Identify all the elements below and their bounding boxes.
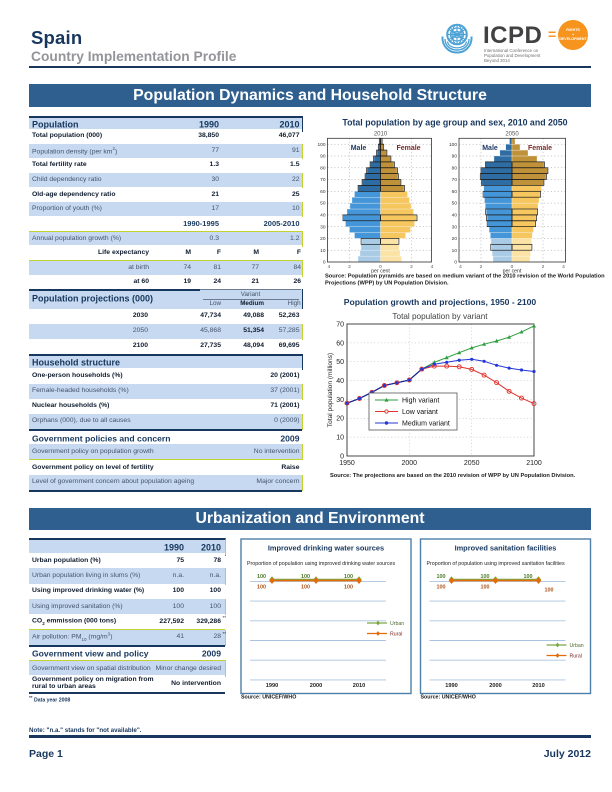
svg-text:Proportion of population using: Proportion of population using improved … xyxy=(427,561,565,567)
svg-text:4: 4 xyxy=(431,264,434,270)
svg-text:Proportion of population using: Proportion of population using improved … xyxy=(247,561,395,567)
svg-text:0: 0 xyxy=(511,264,514,270)
svg-text:4: 4 xyxy=(459,264,462,270)
svg-text:4: 4 xyxy=(562,264,565,270)
svg-text:40: 40 xyxy=(336,378,344,385)
svg-text:0: 0 xyxy=(340,453,344,460)
svg-text:2: 2 xyxy=(542,264,545,270)
svg-text:60: 60 xyxy=(320,189,326,195)
svg-text:1990: 1990 xyxy=(266,683,278,689)
svg-text:2010: 2010 xyxy=(353,683,365,689)
svg-text:30: 30 xyxy=(336,397,344,404)
svg-text:2000: 2000 xyxy=(310,683,322,689)
svg-text:Urban: Urban xyxy=(570,643,584,649)
svg-text:100: 100 xyxy=(481,574,490,580)
svg-text:50: 50 xyxy=(336,359,344,366)
svg-text:2: 2 xyxy=(410,264,413,270)
svg-text:100: 100 xyxy=(301,585,310,591)
svg-text:100: 100 xyxy=(301,574,310,580)
svg-text:100: 100 xyxy=(257,585,266,591)
svg-text:40: 40 xyxy=(452,213,458,219)
svg-text:Total population (millions): Total population (millions) xyxy=(327,353,334,427)
svg-text:2100: 2100 xyxy=(526,460,542,467)
svg-text:2: 2 xyxy=(480,264,483,270)
svg-text:100: 100 xyxy=(449,142,457,148)
svg-text:90: 90 xyxy=(452,154,458,160)
svg-text:60: 60 xyxy=(336,340,344,347)
svg-text:Improved sanitation facilities: Improved sanitation facilities xyxy=(455,544,557,553)
svg-text:60: 60 xyxy=(452,189,458,195)
svg-text:20: 20 xyxy=(320,236,326,242)
svg-text:Rural: Rural xyxy=(570,654,582,660)
svg-text:2000: 2000 xyxy=(402,460,418,467)
svg-text:Total population by age group: Total population by age group and sex, 2… xyxy=(342,118,567,128)
svg-text:100: 100 xyxy=(437,574,446,580)
svg-text:20: 20 xyxy=(452,236,458,242)
svg-text:Female: Female xyxy=(396,145,420,152)
svg-text:50: 50 xyxy=(320,201,326,207)
svg-text:0: 0 xyxy=(454,260,457,266)
svg-text:10: 10 xyxy=(336,435,344,442)
svg-text:2050: 2050 xyxy=(464,460,480,467)
svg-text:per cent: per cent xyxy=(503,269,522,275)
svg-text:100: 100 xyxy=(524,574,533,580)
svg-text:100: 100 xyxy=(481,585,490,591)
svg-text:Source: The projections are ba: Source: The projections are based on the… xyxy=(330,473,576,479)
svg-text:80: 80 xyxy=(320,165,326,171)
svg-text:Male: Male xyxy=(482,145,498,152)
svg-text:0: 0 xyxy=(323,260,326,266)
svg-text:100: 100 xyxy=(437,585,446,591)
svg-text:0: 0 xyxy=(379,264,382,270)
svg-text:100: 100 xyxy=(545,588,554,594)
svg-text:1990: 1990 xyxy=(445,683,457,689)
svg-text:70: 70 xyxy=(320,177,326,183)
svg-text:4: 4 xyxy=(328,264,331,270)
svg-text:Source: Population pyramids ar: Source: Population pyramids are based on… xyxy=(325,274,605,280)
svg-text:40: 40 xyxy=(320,213,326,219)
svg-text:per cent: per cent xyxy=(371,269,390,275)
svg-text:90: 90 xyxy=(320,154,326,160)
svg-text:100: 100 xyxy=(317,142,325,148)
svg-text:100: 100 xyxy=(257,574,266,580)
svg-text:50: 50 xyxy=(452,201,458,207)
svg-text:Rural: Rural xyxy=(390,632,402,638)
svg-text:10: 10 xyxy=(452,248,458,254)
svg-text:Projections (WPP) by UN Popula: Projections (WPP) by UN Population Divis… xyxy=(325,281,449,287)
svg-text:1950: 1950 xyxy=(339,460,355,467)
svg-text:Source: UNICEF/WHO: Source: UNICEF/WHO xyxy=(421,695,476,701)
svg-text:2010: 2010 xyxy=(532,683,544,689)
svg-text:Medium variant: Medium variant xyxy=(402,421,450,428)
svg-text:2000: 2000 xyxy=(489,683,501,689)
svg-text:2050: 2050 xyxy=(505,132,519,138)
svg-text:70: 70 xyxy=(452,177,458,183)
svg-text:80: 80 xyxy=(452,165,458,171)
svg-text:Female: Female xyxy=(528,145,552,152)
svg-text:20: 20 xyxy=(336,416,344,423)
svg-text:Total population by variant: Total population by variant xyxy=(392,312,488,321)
svg-text:High variant: High variant xyxy=(402,398,439,405)
svg-text:30: 30 xyxy=(320,224,326,230)
svg-text:70: 70 xyxy=(336,321,344,328)
svg-text:2010: 2010 xyxy=(374,132,388,138)
svg-text:Source: UNICEF/WHO: Source: UNICEF/WHO xyxy=(241,695,296,701)
svg-text:Urban: Urban xyxy=(390,621,404,627)
svg-text:Low variant: Low variant xyxy=(402,409,438,416)
svg-text:30: 30 xyxy=(452,224,458,230)
svg-text:2: 2 xyxy=(348,264,351,270)
svg-text:10: 10 xyxy=(320,248,326,254)
svg-text:100: 100 xyxy=(344,574,353,580)
svg-text:100: 100 xyxy=(344,585,353,591)
svg-text:Improved drinking water source: Improved drinking water sources xyxy=(268,544,384,553)
svg-text:Male: Male xyxy=(351,145,367,152)
svg-text:Population growth and projecti: Population growth and projections, 1950 … xyxy=(344,297,537,307)
